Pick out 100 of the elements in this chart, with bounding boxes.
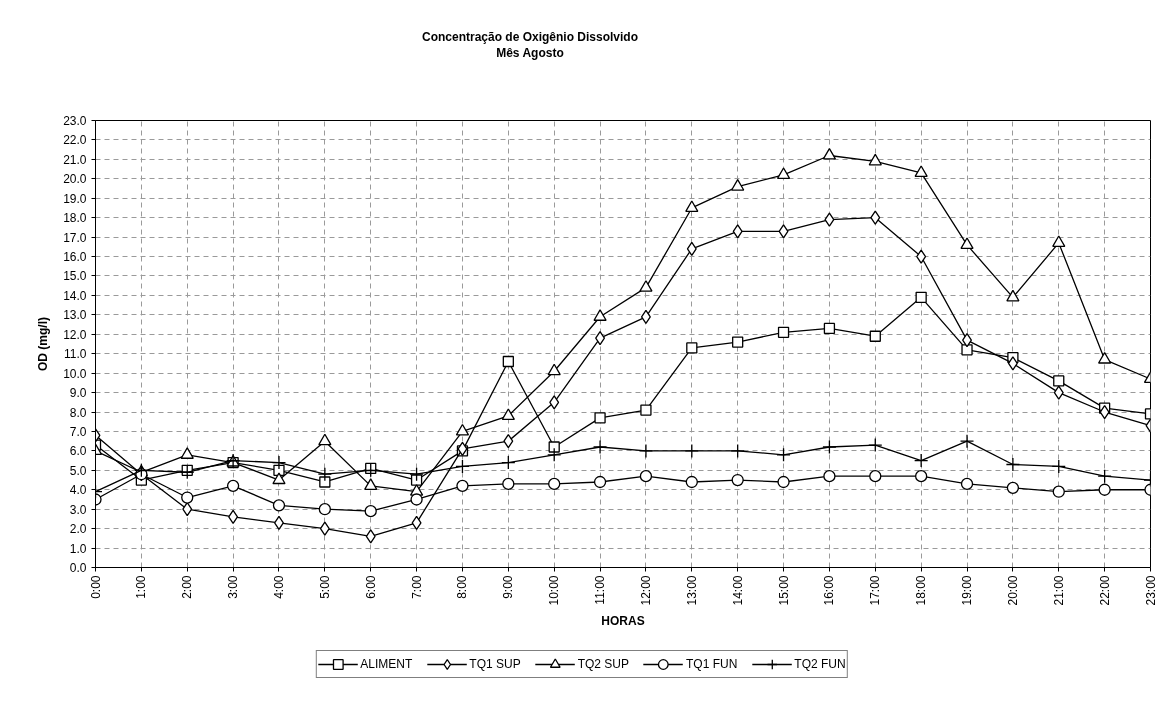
point — [730, 443, 745, 459]
point — [456, 479, 469, 493]
legend-label: TQ2 FUN — [794, 657, 846, 671]
point — [1005, 457, 1021, 472]
point — [732, 336, 744, 348]
point — [961, 344, 973, 356]
point — [777, 326, 790, 338]
y-tick-label: 17.0 — [63, 230, 87, 245]
point — [503, 434, 514, 449]
y-tick-label: 1.0 — [69, 541, 87, 556]
x-tick-label: 9:00 — [501, 575, 516, 599]
point — [1053, 375, 1065, 387]
y-tick-label: 0.0 — [69, 561, 87, 575]
x-tick-label: 12:00 — [638, 575, 653, 606]
point — [1053, 385, 1064, 400]
point — [180, 447, 194, 459]
x-tick-label: 13:00 — [684, 575, 699, 606]
y-tick-label: 15.0 — [63, 269, 87, 284]
point — [593, 475, 607, 489]
legend-label: TQ1 FUN — [686, 657, 738, 671]
point — [501, 408, 515, 421]
y-tick-label: 23.0 — [63, 114, 87, 128]
y-tick-label: 22.0 — [63, 133, 87, 148]
point — [916, 249, 927, 264]
point — [960, 237, 974, 249]
legend-label: ALIMENT — [360, 657, 413, 671]
y-tick-label: 7.0 — [69, 424, 87, 439]
x-tick-label: 2:00 — [180, 575, 195, 599]
y-tick-label: 21.0 — [63, 152, 87, 167]
x-tick-label: 8:00 — [455, 575, 470, 599]
point — [455, 459, 470, 474]
point — [640, 309, 651, 324]
x-tick-label: 11:00 — [593, 575, 608, 605]
point — [364, 478, 378, 490]
point — [914, 165, 928, 178]
point — [822, 147, 837, 160]
x-tick-label: 5:00 — [317, 575, 332, 599]
point — [1051, 459, 1066, 474]
point — [639, 280, 653, 292]
x-tick-label: 1:00 — [134, 575, 149, 599]
point — [824, 212, 835, 227]
point — [319, 521, 330, 536]
point — [182, 502, 193, 517]
point — [1097, 469, 1112, 484]
chart-subtitle: Mês Agosto — [495, 45, 565, 61]
point — [731, 179, 745, 191]
y-tick-label: 8.0 — [69, 405, 87, 420]
x-tick-label: 14:00 — [730, 575, 745, 606]
point — [1007, 356, 1018, 371]
y-tick-label: 2.0 — [69, 522, 87, 537]
x-tick-label: 19:00 — [960, 575, 975, 606]
chart-title: Concentração de Oxigênio Dissolvido — [421, 29, 638, 45]
point — [915, 470, 928, 483]
x-tick-label: 4:00 — [271, 575, 286, 599]
point — [638, 443, 654, 459]
x-tick-label: 23:00 — [1143, 575, 1158, 606]
x-tick-label: 22:00 — [1097, 575, 1112, 606]
point — [592, 439, 608, 455]
point — [776, 447, 791, 462]
point — [365, 529, 376, 544]
y-tick-label: 16.0 — [63, 250, 87, 265]
y-tick-label: 4.0 — [69, 483, 87, 498]
point — [548, 441, 560, 453]
point — [686, 241, 697, 256]
point — [547, 363, 561, 376]
y-tick-label: 19.0 — [63, 191, 87, 206]
y-tick-label: 11.0 — [64, 347, 87, 362]
point — [180, 465, 195, 480]
point — [1098, 483, 1111, 496]
point — [685, 200, 699, 213]
point — [914, 453, 929, 468]
point — [869, 330, 881, 342]
y-tick-label: 6.0 — [69, 444, 87, 459]
x-tick-label: 21:00 — [1051, 575, 1066, 606]
point — [547, 447, 562, 462]
y-tick-label: 9.0 — [69, 386, 87, 401]
x-tick-label: 16:00 — [822, 575, 837, 606]
point — [778, 224, 789, 239]
point — [732, 224, 743, 239]
point — [685, 475, 698, 489]
point — [823, 470, 836, 483]
x-tick-label: 7:00 — [409, 575, 424, 599]
point — [1052, 235, 1066, 248]
point — [822, 439, 837, 455]
point — [594, 412, 606, 424]
x-axis-title: HORAS — [601, 613, 645, 628]
point — [226, 479, 240, 493]
y-tick-label: 3.0 — [69, 502, 87, 517]
point — [502, 477, 515, 491]
y-tick-label: 13.0 — [63, 308, 87, 323]
point — [869, 470, 882, 483]
point — [272, 499, 286, 512]
point — [272, 472, 286, 485]
point — [181, 491, 194, 504]
legend-label: TQ2 SUP — [577, 657, 630, 671]
point — [777, 475, 790, 489]
point — [501, 455, 516, 470]
point — [776, 167, 791, 180]
point — [639, 470, 653, 483]
y-tick-label: 18.0 — [63, 211, 87, 226]
